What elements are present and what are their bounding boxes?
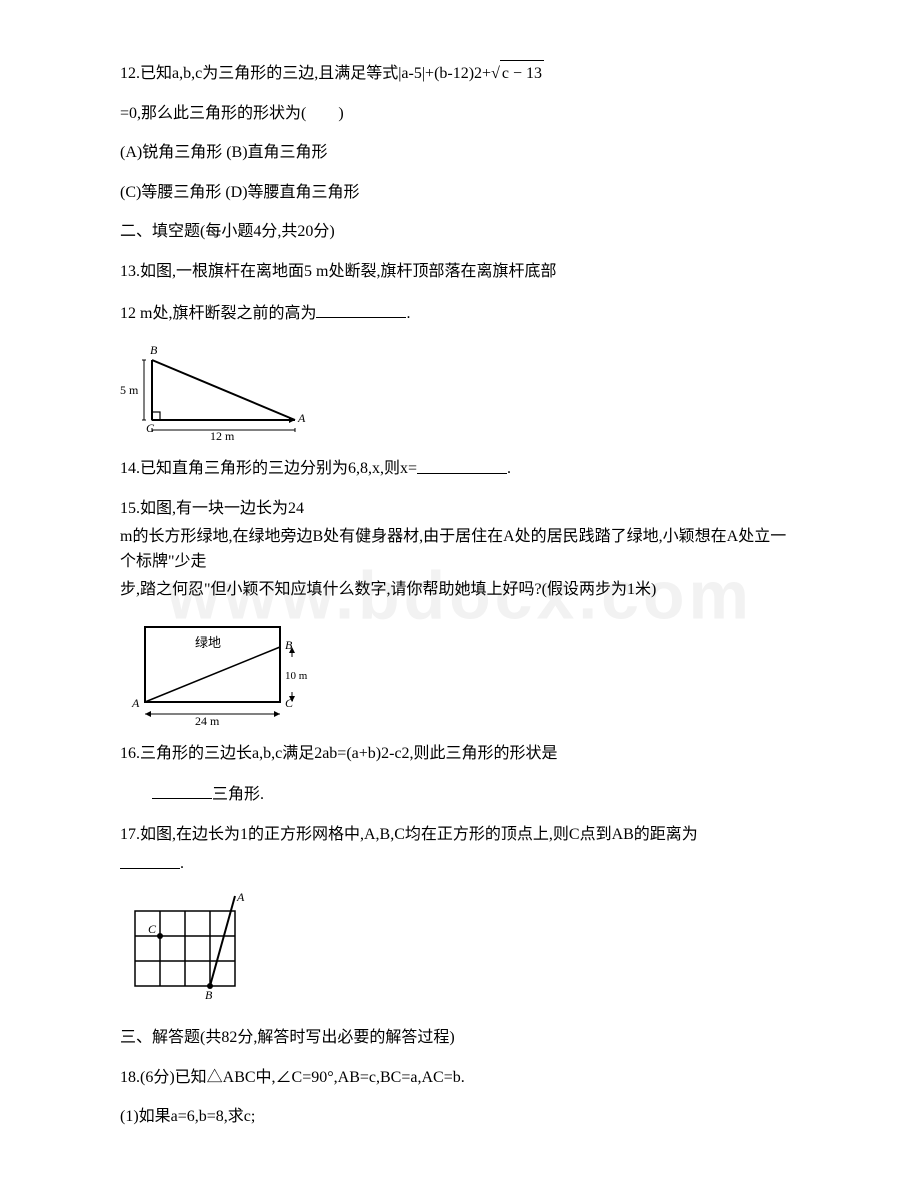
q17-line2: . bbox=[120, 849, 800, 877]
q15-line2: m的长方形绿地,在绿地旁边B处有健身器材,由于居住在A处的居民践踏了绿地,小颖想… bbox=[120, 524, 800, 575]
q13-line1: 13.如图,一根旗杆在离地面5 m处断裂,旗杆顶部落在离旗杆底部 bbox=[120, 259, 800, 285]
q13-line2: 12 m处,旗杆断裂之前的高为. bbox=[120, 299, 800, 327]
q17-line1: 17.如图,在边长为1的正方形网格中,A,B,C均在正方形的顶点上,则C点到AB… bbox=[120, 822, 800, 848]
label-A: A bbox=[297, 411, 306, 425]
radicand: c − 13 bbox=[500, 60, 544, 87]
label-A: A bbox=[131, 696, 140, 710]
q12-optA: (A)锐角三角形 (B)直角三角形 bbox=[120, 140, 800, 166]
sqrt-expr: √c − 13 bbox=[491, 60, 544, 87]
q16-line1: 16.三角形的三边长a,b,c满足2ab=(a+b)2-c2,则此三角形的形状是 bbox=[120, 741, 800, 767]
q12-optC: (C)等腰三角形 (D)等腰直角三角形 bbox=[120, 180, 800, 206]
blank bbox=[316, 299, 406, 318]
label-10m: 10 m bbox=[285, 670, 308, 682]
label-C: C bbox=[148, 922, 157, 936]
q15-figure: 绿地 A B C 24 m 10 m bbox=[120, 617, 800, 727]
q14-b: . bbox=[507, 461, 511, 478]
blank bbox=[152, 780, 212, 799]
q12-prefix: 12.已知a,b,c为三角形的三边,且满足等式|a-5|+(b-12)2+ bbox=[120, 65, 491, 82]
label-B: B bbox=[150, 343, 158, 357]
q12-line1: 12.已知a,b,c为三角形的三边,且满足等式|a-5|+(b-12)2+√c … bbox=[120, 60, 800, 87]
q14: 14.已知直角三角形的三边分别为6,8,x,则x=. bbox=[120, 454, 800, 482]
page-content: 12.已知a,b,c为三角形的三边,且满足等式|a-5|+(b-12)2+√c … bbox=[120, 60, 800, 1130]
label-B: B bbox=[205, 988, 213, 1002]
q13-line2b: . bbox=[406, 305, 410, 322]
label-12m: 12 m bbox=[210, 429, 235, 440]
q17-figure: A C B bbox=[120, 891, 800, 1011]
q12-line2: =0,那么此三角形的形状为( ) bbox=[120, 101, 800, 127]
label-24m: 24 m bbox=[195, 714, 220, 727]
label-5m: 5 m bbox=[120, 383, 139, 397]
q17-dot: . bbox=[180, 856, 184, 873]
section3-heading: 三、解答题(共82分,解答时写出必要的解答过程) bbox=[120, 1025, 800, 1051]
q13-line2a: 12 m处,旗杆断裂之前的高为 bbox=[120, 305, 316, 322]
label-C: C bbox=[146, 421, 155, 435]
q16-line2b: 三角形. bbox=[212, 786, 264, 803]
blank bbox=[417, 454, 507, 473]
blank bbox=[120, 849, 180, 868]
label-A: A bbox=[236, 891, 245, 904]
q18-line1: 18.(6分)已知△ABC中,∠C=90°,AB=c,BC=a,AC=b. bbox=[120, 1065, 800, 1091]
q18-line2: (1)如果a=6,b=8,求c; bbox=[120, 1104, 800, 1130]
q15-line3: 步,踏之何忍"但小颖不知应填什么数字,请你帮助她填上好吗?(假设两步为1米) bbox=[120, 577, 800, 603]
label-greenland: 绿地 bbox=[195, 635, 221, 650]
q16-line2: 三角形. bbox=[120, 780, 800, 808]
q13-figure: B A C 5 m 12 m bbox=[120, 340, 800, 440]
q14-a: 14.已知直角三角形的三边分别为6,8,x,则x= bbox=[120, 461, 417, 478]
section2-heading: 二、填空题(每小题4分,共20分) bbox=[120, 219, 800, 245]
q15-line1: 15.如图,有一块一边长为24 bbox=[120, 496, 800, 522]
